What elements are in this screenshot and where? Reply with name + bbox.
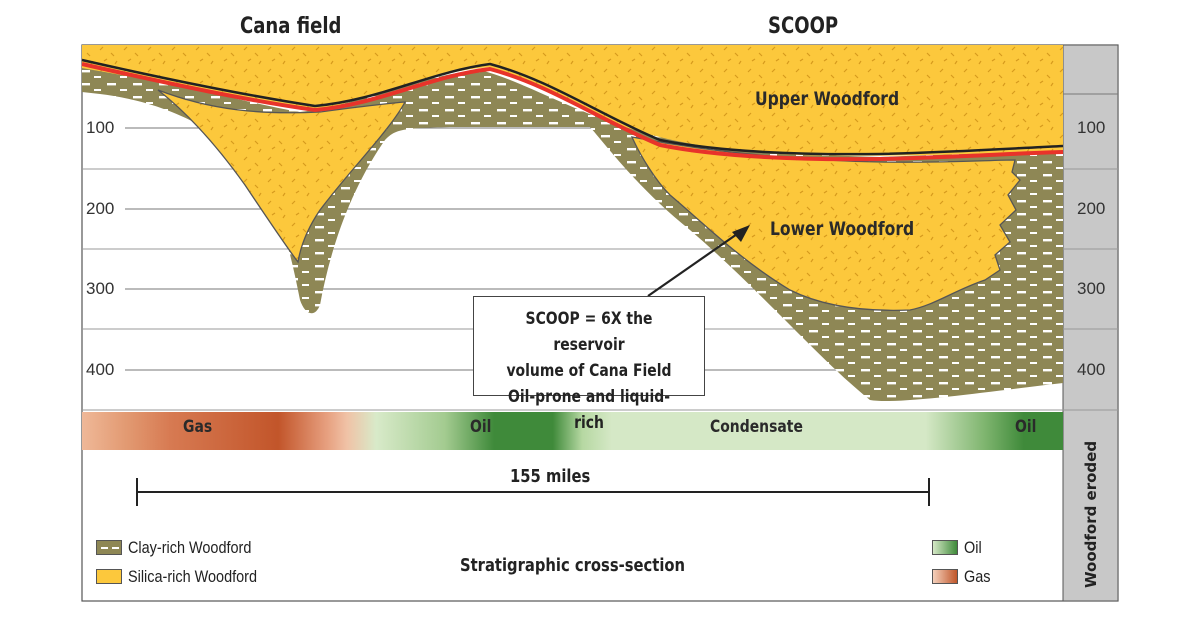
zone-label-oil-1: Oil [470,417,492,437]
top-horizon-black [81,58,1064,156]
title-cana-field: Cana field [240,14,342,39]
depth-label-400-right: 400 [1077,360,1106,379]
legend-label-gas: Gas [964,567,991,586]
legend-swatch-clay [96,540,122,555]
scale-bar [136,478,930,506]
scale-label: 155 miles [510,466,591,487]
depth-label-100-left: 100 [86,118,115,137]
depth-label-300-left: 300 [86,279,115,298]
legend-swatch-silica [96,569,122,584]
zone-label-oil-2: Oil [1015,417,1037,437]
callout-line-1: SCOOP = 6X the reservoir [525,309,653,355]
legend-label-clay: Clay-rich Woodford [128,538,252,557]
callout-arrow [647,231,741,297]
scoop-callout-box: SCOOP = 6X the reservoir volume of Cana … [473,296,705,433]
section-title: Stratigraphic cross-section [460,555,686,576]
cana-silica-lens [157,89,407,264]
title-scoop: SCOOP [768,14,839,39]
depth-label-100-right: 100 [1077,118,1106,137]
legend-label-oil: Oil [964,538,982,557]
upper-woodford-label: Upper Woodford [755,88,900,110]
zone-label-gas: Gas [183,417,213,437]
legend-swatch-oil [932,540,958,555]
depth-label-300-right: 300 [1077,279,1106,298]
lower-woodford-silica [630,136,1021,311]
hydrocarbon-zone-bar [82,412,1063,450]
legend-swatch-gas [932,569,958,584]
depth-label-200-right: 200 [1077,199,1106,218]
top-horizon-red [81,62,1064,162]
depth-label-400-left: 400 [86,360,115,379]
zone-label-condensate: Condensate [710,417,803,437]
callout-line-3: Oil-prone and liquid-rich [507,387,671,433]
woodford-eroded-column [1062,44,1119,602]
lower-woodford-label: Lower Woodford [770,218,915,240]
legend-label-silica: Silica-rich Woodford [128,567,258,586]
woodford-eroded-label: Woodford eroded [1082,440,1100,588]
callout-line-2: volume of Cana Field [506,361,672,381]
callout-arrowhead [732,225,750,242]
depth-label-200-left: 200 [86,199,115,218]
